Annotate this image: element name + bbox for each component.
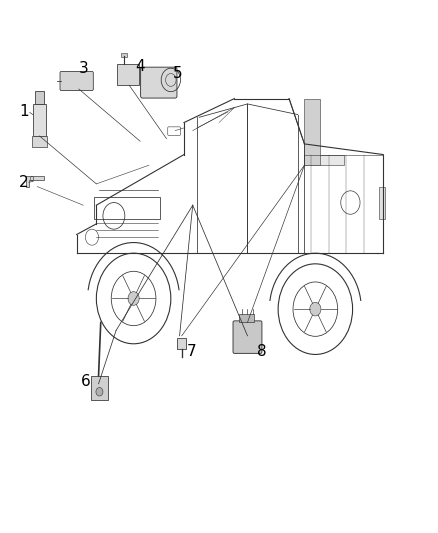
Bar [33, 104, 46, 136]
Bar [94, 197, 160, 219]
FancyBboxPatch shape [141, 67, 177, 98]
Bar [379, 187, 385, 219]
Text: 4: 4 [135, 59, 145, 74]
Circle shape [96, 387, 103, 396]
Polygon shape [26, 176, 44, 187]
Bar [117, 64, 139, 85]
Text: 1: 1 [19, 104, 29, 119]
Bar [304, 155, 344, 165]
Text: 7: 7 [187, 344, 197, 359]
Bar [91, 376, 108, 400]
Text: 6: 6 [81, 374, 90, 389]
Text: 2: 2 [19, 175, 29, 190]
Text: 3: 3 [78, 61, 88, 76]
Text: 5: 5 [173, 66, 182, 81]
Bar [177, 338, 186, 349]
Circle shape [310, 302, 321, 316]
Bar [121, 53, 127, 57]
Circle shape [128, 292, 139, 305]
Bar [35, 91, 44, 104]
Bar [32, 136, 47, 147]
Text: 8: 8 [257, 344, 267, 359]
FancyBboxPatch shape [60, 71, 93, 91]
FancyBboxPatch shape [233, 321, 262, 353]
Bar [304, 99, 320, 165]
Bar [239, 314, 254, 322]
